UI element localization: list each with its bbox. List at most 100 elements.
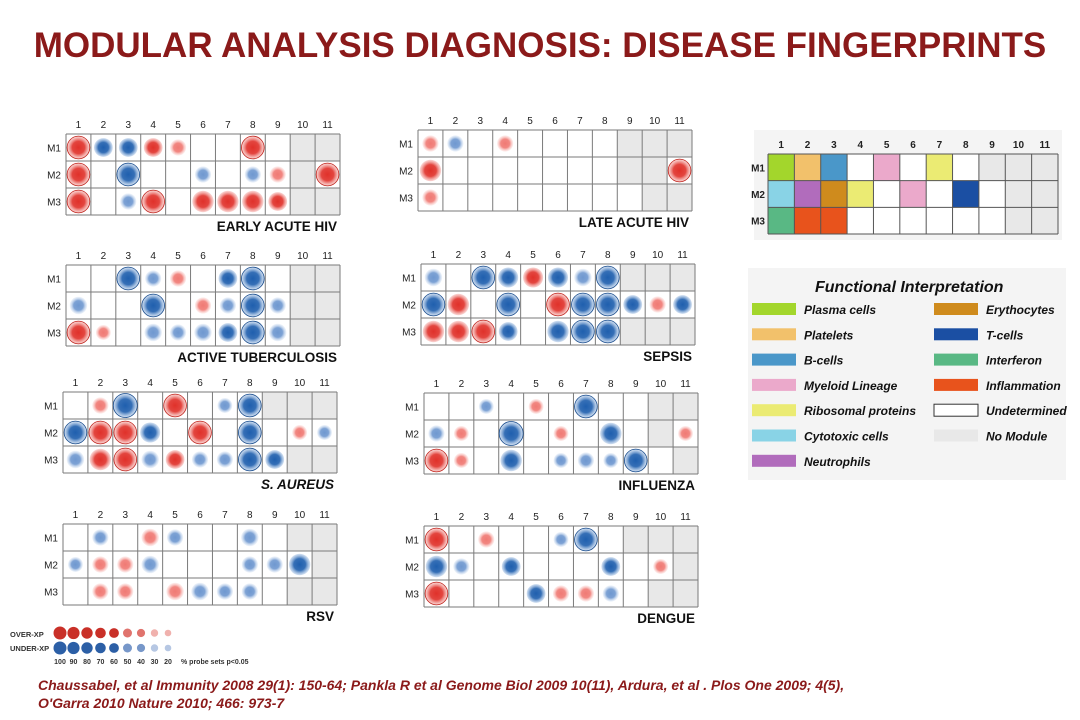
column-label: 11 <box>322 251 333 262</box>
column-label: 8 <box>608 379 614 390</box>
column-label: 1 <box>778 140 784 151</box>
no-module-cell <box>617 157 643 184</box>
column-label: 5 <box>884 140 890 151</box>
no-module-cell <box>648 420 674 447</box>
legend-label: Cytotoxic cells <box>804 430 889 444</box>
column-label: 4 <box>150 251 156 262</box>
expression-spot <box>596 265 620 290</box>
legend-swatch <box>934 303 978 315</box>
expression-spot <box>238 420 262 445</box>
expression-spot <box>244 166 261 183</box>
expression-spot <box>422 189 439 206</box>
scale-over-dot <box>136 628 146 638</box>
row-label: M3 <box>751 217 765 228</box>
no-module-cell <box>315 319 340 346</box>
column-label: 7 <box>222 378 228 389</box>
expression-spot <box>219 297 237 314</box>
fingerprint-panel: 1 2 3 4 5 6 7 8 9 10 11 M1 M2 M3 INFLUENZA <box>405 379 699 493</box>
expression-spot <box>478 531 495 548</box>
expression-spot <box>577 585 595 602</box>
expression-spot <box>217 398 233 413</box>
module-map-cell <box>1005 154 1032 181</box>
scale-over-dot <box>109 628 119 638</box>
no-module-cell <box>287 524 313 551</box>
module-map-cell <box>952 180 979 208</box>
expression-spot <box>428 425 445 442</box>
scale-percent: 30 <box>151 659 159 666</box>
expression-spot <box>92 583 109 600</box>
column-label: 3 <box>125 251 131 262</box>
column-label: 2 <box>101 251 107 262</box>
expression-spot <box>447 293 470 316</box>
expression-spot <box>496 292 520 317</box>
scale-under-dot <box>109 643 119 653</box>
expression-spot <box>117 583 134 600</box>
column-label: 9 <box>272 378 278 389</box>
expression-spot <box>93 138 113 157</box>
citation-line-1: Chaussabel, et al Immunity 2008 29(1): 1… <box>38 677 845 693</box>
expression-spot <box>421 292 446 317</box>
legend-label: Platelets <box>804 328 854 342</box>
expression-spot <box>673 295 692 314</box>
expression-spot <box>141 555 159 574</box>
expression-spot <box>241 556 258 573</box>
column-label: 10 <box>652 250 664 261</box>
expression-spot <box>453 453 469 468</box>
column-label: 7 <box>577 116 583 127</box>
expression-spot <box>574 527 598 552</box>
column-label: 3 <box>483 512 489 523</box>
no-module-cell <box>290 161 316 188</box>
row-label: M1 <box>399 140 413 151</box>
expression-spot <box>574 394 598 419</box>
scale-suffix: % probe sets p<0.05 <box>181 659 249 666</box>
expression-spot <box>574 268 592 287</box>
column-label: 8 <box>250 251 256 262</box>
no-module-cell <box>623 526 649 553</box>
column-label: 8 <box>608 512 614 523</box>
no-module-cell <box>312 446 337 473</box>
column-label: 11 <box>677 250 688 261</box>
row-label: M3 <box>405 457 419 468</box>
column-label: 2 <box>101 120 107 131</box>
column-label: 3 <box>122 378 128 389</box>
row-label: M3 <box>44 456 58 467</box>
column-label: 5 <box>533 512 539 523</box>
expression-spot <box>667 158 692 183</box>
legend-label: Plasma cells <box>804 303 876 317</box>
row-label: M2 <box>405 563 419 574</box>
legend-label: Erythocytes <box>986 303 1055 317</box>
column-label: 2 <box>456 250 462 261</box>
module-map-cell <box>820 207 848 234</box>
module-map-cell <box>847 180 874 208</box>
expression-spot <box>601 557 621 576</box>
column-label: 7 <box>583 512 589 523</box>
no-module-cell <box>673 580 698 607</box>
expression-spot <box>292 425 308 440</box>
expression-spot <box>66 320 91 345</box>
column-label: 2 <box>459 379 465 390</box>
column-label: 8 <box>602 116 608 127</box>
citation-line-2: O'Garra 2010 Nature 2010; 466: 973-7 <box>38 695 285 711</box>
no-module-cell <box>648 526 674 553</box>
no-module-cell <box>287 392 313 419</box>
column-label: 5 <box>175 251 181 262</box>
page-title: MODULAR ANALYSIS DIAGNOSIS: DISEASE FING… <box>33 26 1047 65</box>
scale-over-dot <box>81 627 93 639</box>
expression-spot <box>141 450 159 469</box>
column-label: 10 <box>655 379 667 390</box>
scale-percent: 100 <box>54 659 66 666</box>
legend-swatch <box>752 353 796 366</box>
column-label: 3 <box>480 250 486 261</box>
scale-under-dot <box>67 641 80 655</box>
expression-spot <box>141 293 165 318</box>
column-label: 10 <box>294 510 306 521</box>
no-module-cell <box>262 392 288 419</box>
column-label: 5 <box>175 120 181 131</box>
expression-spot <box>653 559 669 574</box>
no-module-cell <box>667 184 692 211</box>
expression-spot <box>596 292 620 317</box>
expression-spot <box>552 585 570 602</box>
panel-label: S. AUREUS <box>261 477 334 492</box>
column-label: 7 <box>225 120 231 131</box>
column-label: 2 <box>453 116 459 127</box>
